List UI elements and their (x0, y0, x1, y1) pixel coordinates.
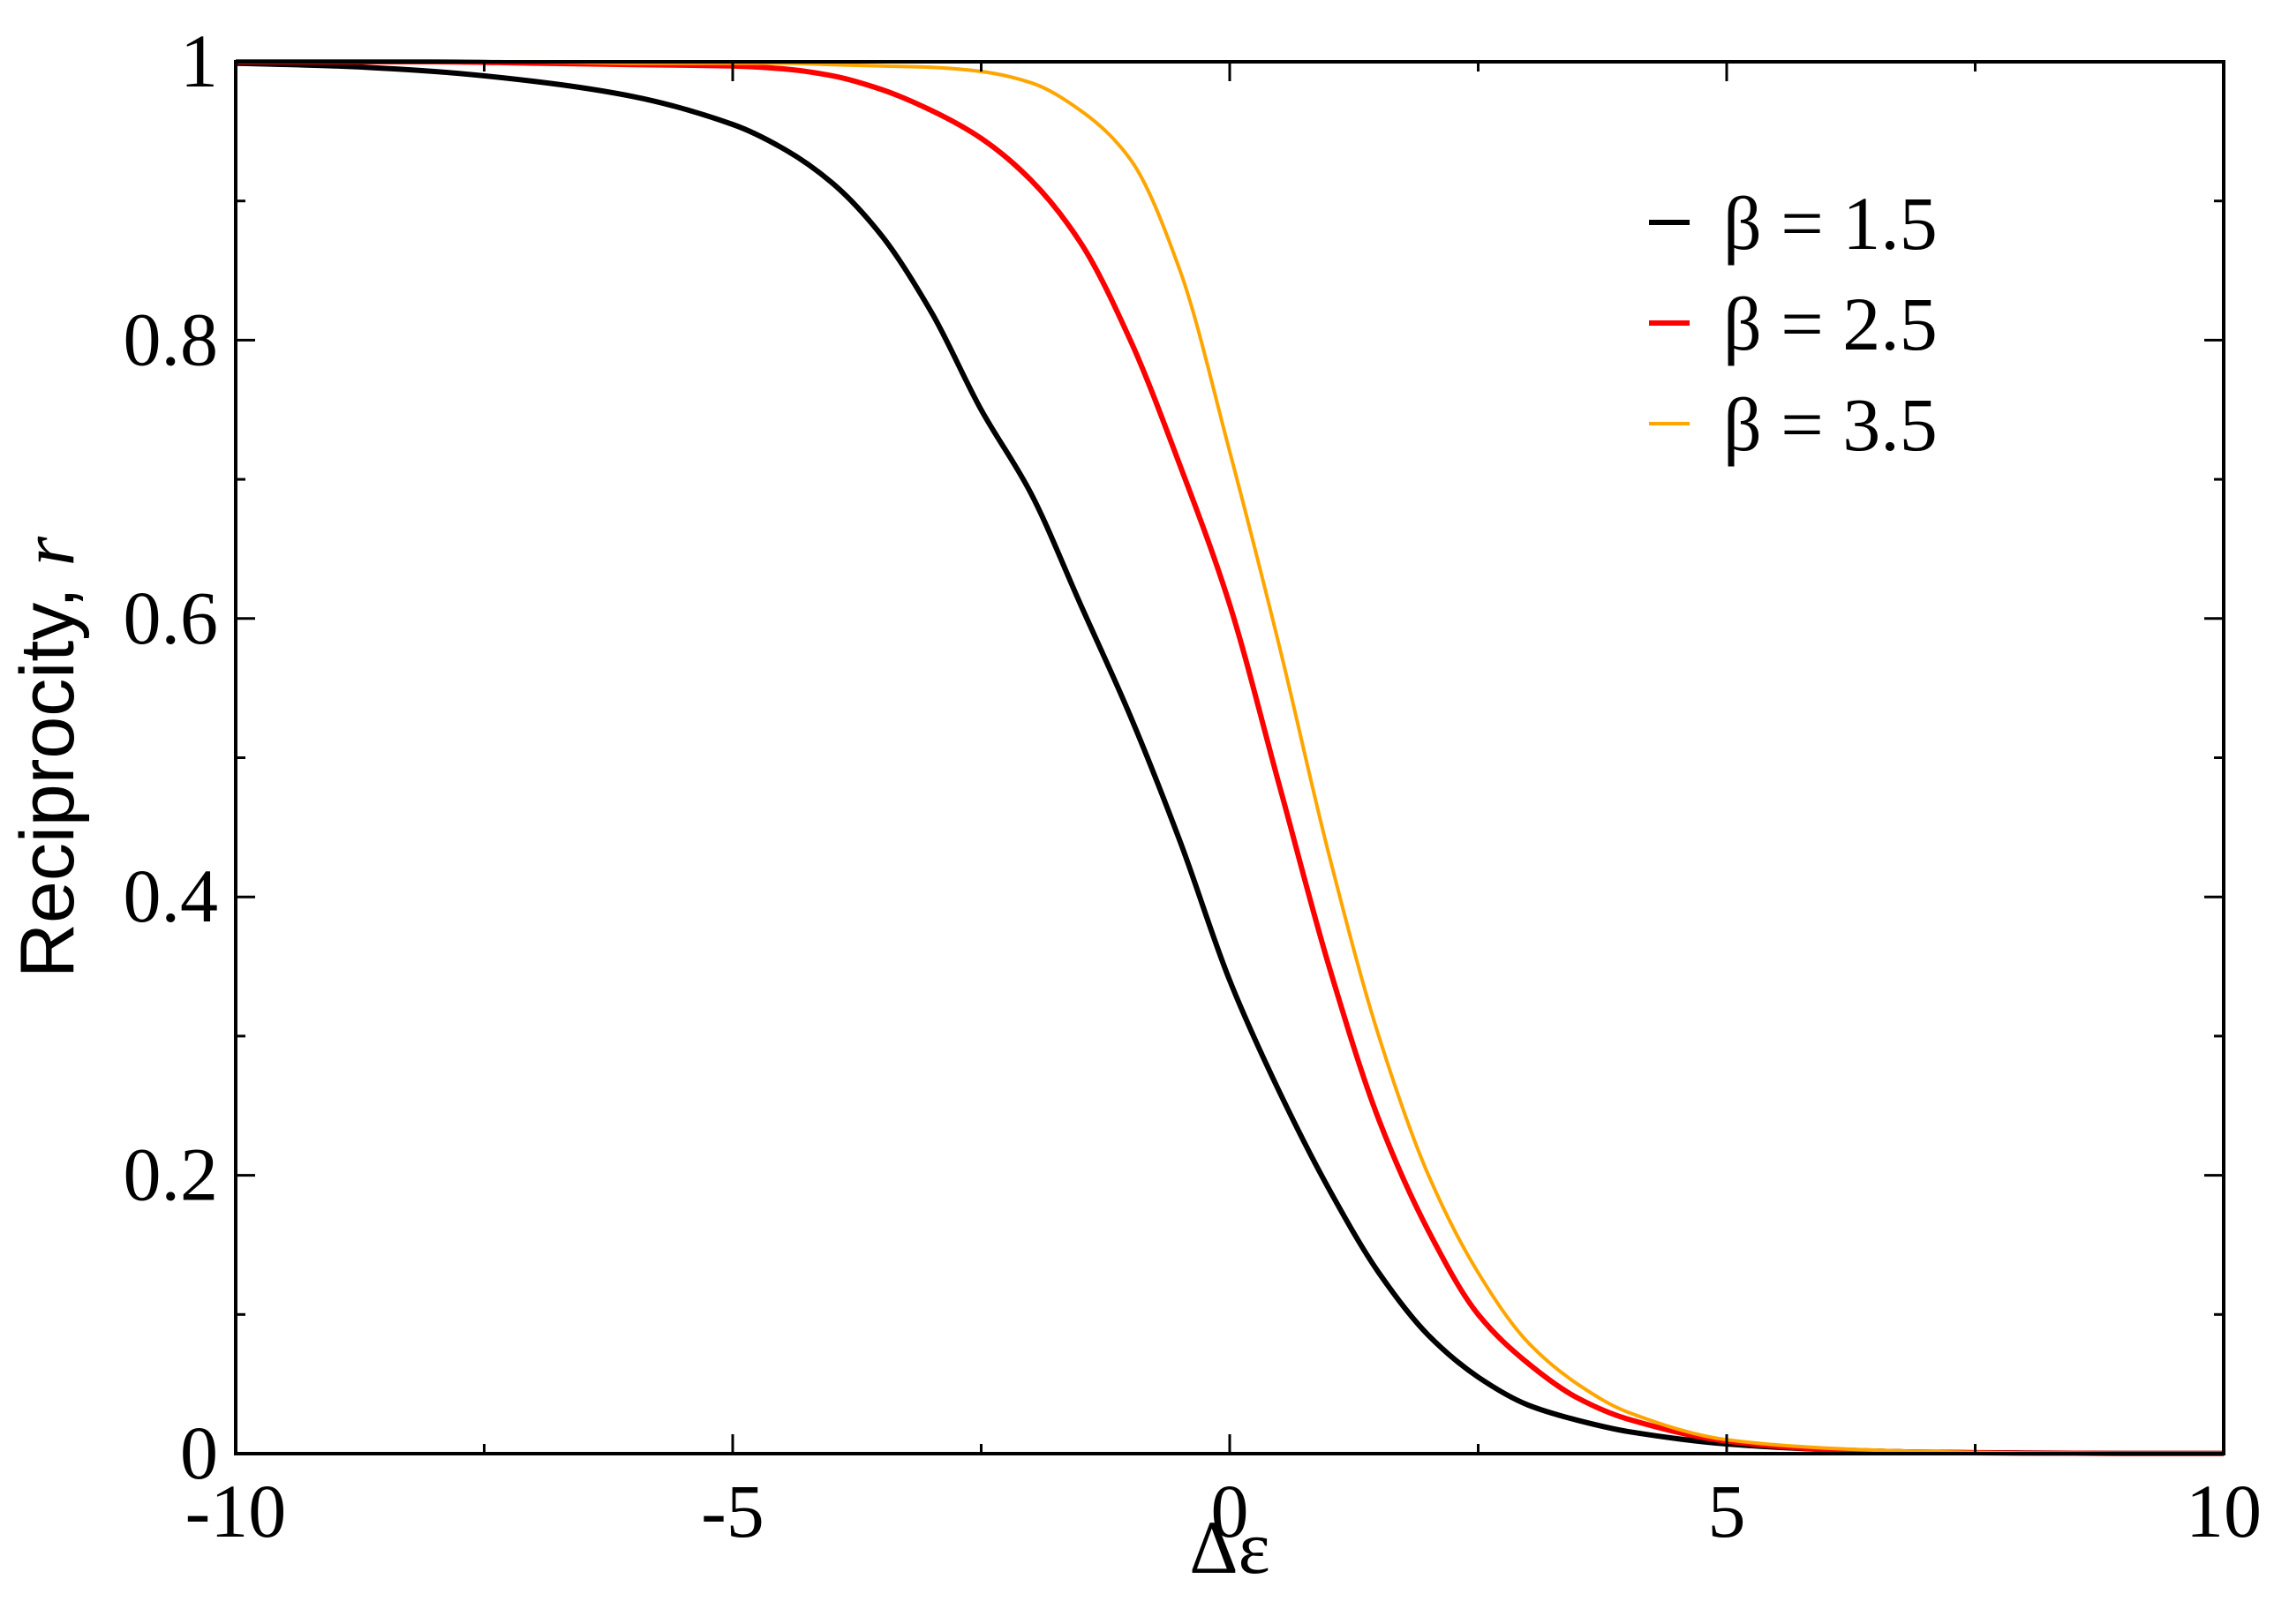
y-tick-label: 0.6 (124, 575, 219, 660)
y-axis-title: Reciprocity, r (5, 536, 90, 978)
y-tick-label: 0.2 (124, 1132, 219, 1217)
legend: β = 1.5 β = 2.5 β = 3.5 (1649, 181, 1938, 467)
y-tick-label: 0 (180, 1410, 218, 1495)
plot-frame (234, 60, 2225, 1455)
x-tick-label: -5 (701, 1469, 764, 1553)
y-axis-title-symbol: r (5, 536, 90, 566)
tick-label-layer: -10 -5 0 5 10 0 0.2 0.4 0.6 0.8 1 (124, 19, 2263, 1553)
x-tick-label: 5 (1708, 1469, 1746, 1553)
legend-label: β = 3.5 (1723, 382, 1938, 467)
x-tick-label: -10 (185, 1469, 287, 1553)
x-tick-label: 10 (2186, 1469, 2262, 1553)
x-tick-label: 0 (1211, 1469, 1249, 1553)
y-tick-label: 1 (180, 19, 218, 103)
y-axis-title-text: Reciprocity, (5, 566, 90, 978)
x-axis-title: Δε (1189, 1505, 1269, 1590)
legend-label: β = 2.5 (1723, 282, 1938, 366)
legend-item: β = 1.5 (1649, 181, 1938, 266)
legend-item: β = 2.5 (1649, 282, 1938, 366)
legend-item: β = 3.5 (1649, 382, 1938, 467)
legend-label: β = 1.5 (1723, 181, 1938, 266)
y-tick-label: 0.8 (124, 297, 219, 381)
y-tick-label: 0.4 (124, 853, 219, 938)
